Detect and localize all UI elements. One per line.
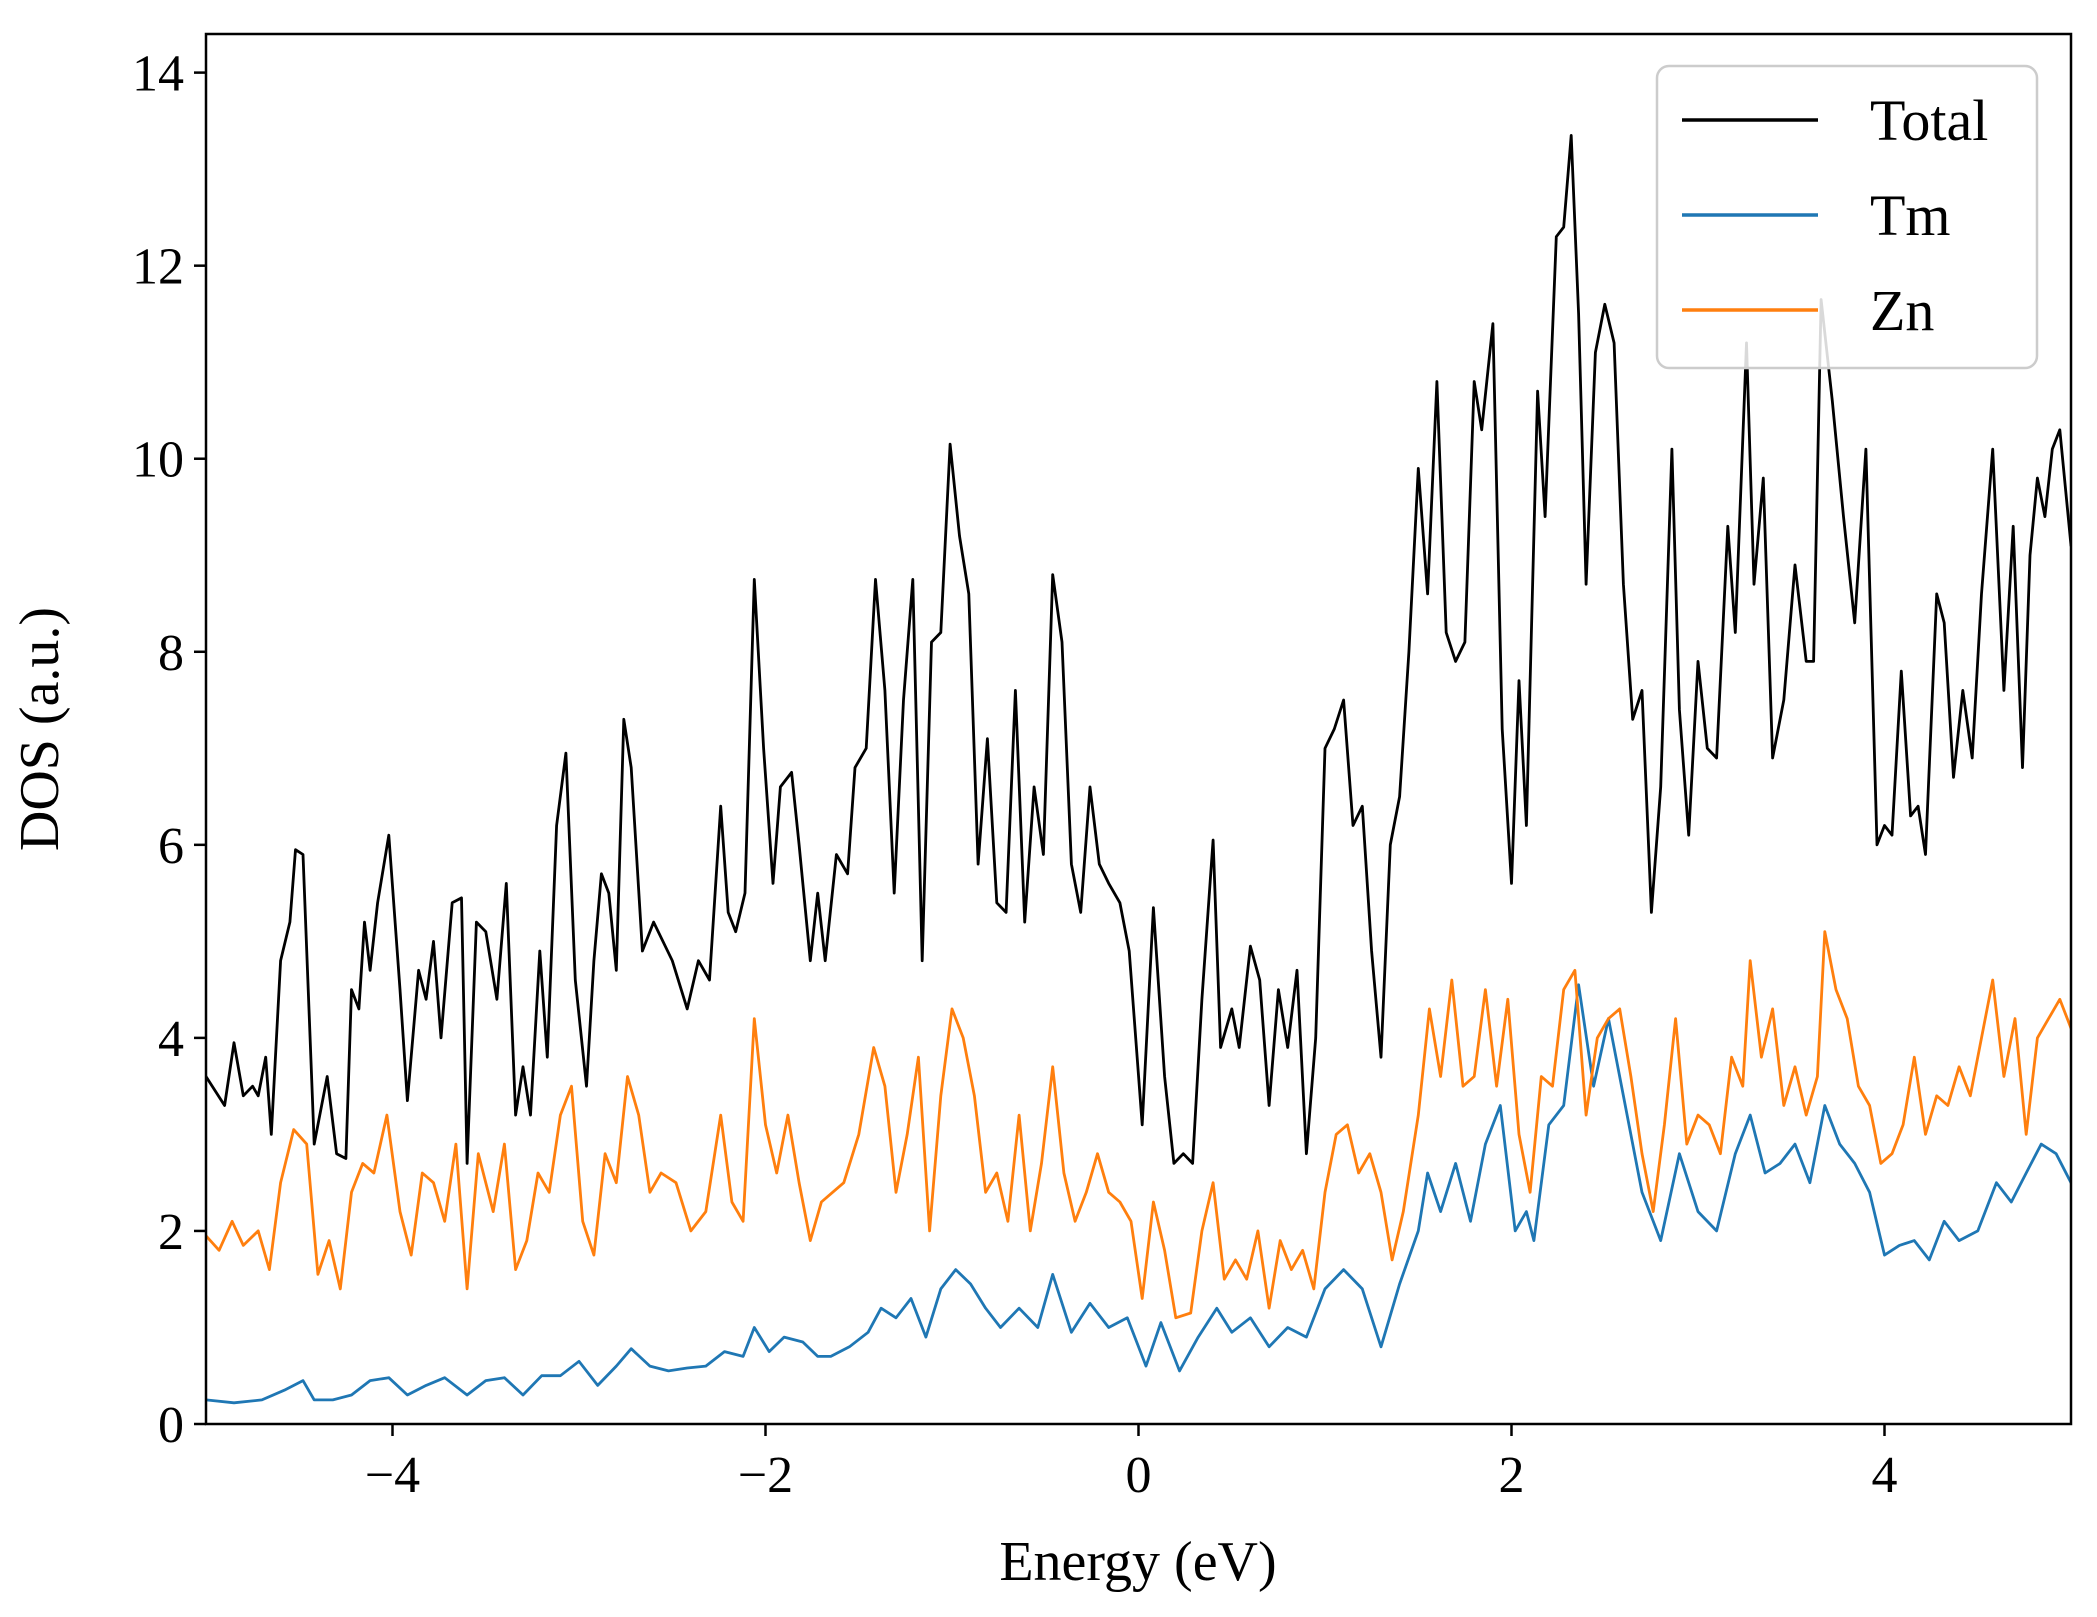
y-tick-label: 2	[158, 1204, 184, 1261]
y-tick-label: 6	[158, 818, 184, 875]
series-line-zn	[206, 930, 2071, 1320]
legend-label-tm: Tm	[1870, 183, 1951, 248]
y-tick-label: 8	[158, 625, 184, 682]
x-tick-label: 0	[1126, 1447, 1152, 1504]
y-tick-label: 12	[132, 239, 184, 296]
series-layer	[206, 134, 2071, 1405]
legend-box	[1655, 64, 2039, 370]
legend-label-total: Total	[1870, 88, 1988, 153]
x-tick-label: −2	[738, 1447, 793, 1504]
y-axis-ticks: 0 2 4 6 8 10 12 14	[132, 46, 206, 1454]
y-tick-label: 0	[158, 1397, 184, 1454]
y-tick-label: 4	[158, 1011, 184, 1068]
series-line-tm	[206, 983, 2071, 1405]
x-tick-label: −4	[365, 1447, 420, 1504]
y-tick-label: 14	[132, 46, 184, 103]
series-line-total	[206, 134, 2071, 1165]
y-axis-label: DOS (a.u.)	[9, 607, 71, 851]
x-tick-label: 2	[1499, 1447, 1525, 1504]
legend: Total Tm Zn	[1655, 64, 2039, 370]
x-axis-label: Energy (eV)	[999, 1531, 1276, 1593]
y-tick-label: 10	[132, 432, 184, 489]
x-tick-label: 4	[1872, 1447, 1898, 1504]
x-axis-ticks: −4 −2 0 2 4	[365, 1424, 1898, 1504]
legend-label-zn: Zn	[1870, 278, 1934, 343]
